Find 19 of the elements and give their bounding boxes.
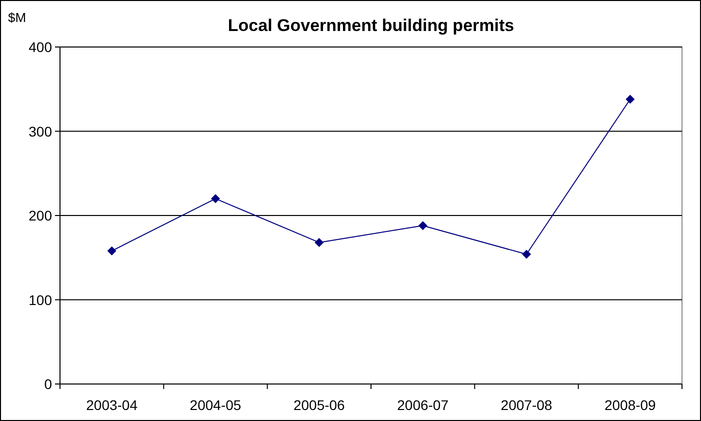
point: [211, 194, 220, 204]
point: [626, 94, 635, 104]
x-tick-label: 2004-05: [190, 397, 242, 413]
point: [314, 238, 324, 247]
point: [522, 250, 531, 259]
y-tick-label: 100: [28, 292, 52, 308]
x-tick-label: 2006-07: [397, 397, 449, 413]
x-tick-label: 2008-09: [604, 397, 656, 413]
point: [418, 221, 428, 230]
y-axis-title: $M: [8, 10, 26, 25]
x-tick-label: 2003-04: [86, 397, 138, 413]
point: [107, 246, 116, 256]
y-tick-label: 400: [28, 39, 52, 55]
x-tick-label: 2005-06: [293, 397, 346, 413]
y-tick-label: 0: [44, 376, 52, 392]
y-tick-label: 300: [28, 123, 52, 140]
x-tick-label: 2007-08: [500, 397, 552, 413]
chart-title: Local Government building permits: [228, 16, 514, 35]
y-tick-label: 200: [28, 208, 52, 224]
